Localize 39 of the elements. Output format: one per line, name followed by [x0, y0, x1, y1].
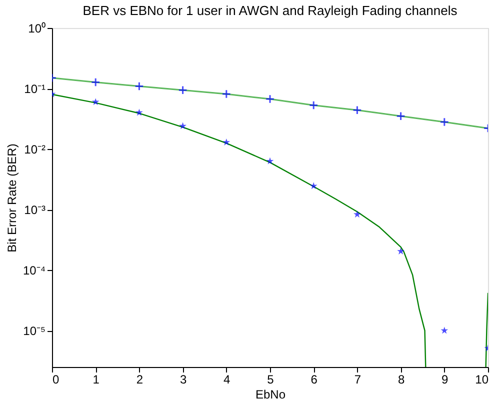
x-tick-label: 2 — [136, 372, 144, 386]
point — [440, 326, 448, 334]
y-axis-title: Bit Error Rate (BER) — [4, 144, 19, 252]
point — [136, 108, 143, 116]
x-tick-label: 6 — [310, 372, 318, 386]
x-axis-title: EbNo — [255, 388, 286, 402]
point — [308, 100, 318, 110]
x-tick-label: 4 — [224, 372, 231, 386]
point — [92, 98, 100, 106]
x-tick-label: 3 — [180, 372, 187, 386]
y-tick-label: 10⁻⁴ — [22, 264, 46, 278]
chart-title: BER vs EBNo for 1 user in AWGN and Rayleigh Fading channels — [82, 3, 458, 18]
point — [397, 247, 404, 254]
x-tick-label: 1 — [92, 372, 100, 386]
x-tick-label: 10 — [475, 372, 489, 386]
x-tick-label: 9 — [442, 372, 449, 386]
point — [266, 157, 274, 164]
y-tick-label: 10⁻³ — [24, 203, 46, 218]
x-tick-label: 8 — [398, 372, 405, 386]
point — [354, 210, 361, 218]
line-series — [52, 77, 488, 130]
point — [222, 89, 232, 99]
point — [352, 105, 362, 115]
point — [134, 82, 144, 91]
y-tick-label: 10⁻⁵ — [23, 324, 46, 338]
y-tick-label: 10⁰ — [28, 22, 46, 36]
x-tick-label: 7 — [354, 372, 362, 386]
point — [440, 117, 450, 127]
point — [310, 182, 318, 190]
y-tick-label: 10⁻¹ — [24, 82, 46, 96]
x-tick-label: 5 — [267, 372, 274, 386]
y-tick-label: 10⁻² — [24, 142, 46, 157]
x-tick-label: 0 — [52, 372, 60, 386]
point — [90, 78, 100, 87]
point — [396, 111, 406, 121]
point — [222, 138, 230, 146]
point — [265, 94, 275, 104]
point — [178, 86, 188, 95]
point — [179, 122, 186, 130]
